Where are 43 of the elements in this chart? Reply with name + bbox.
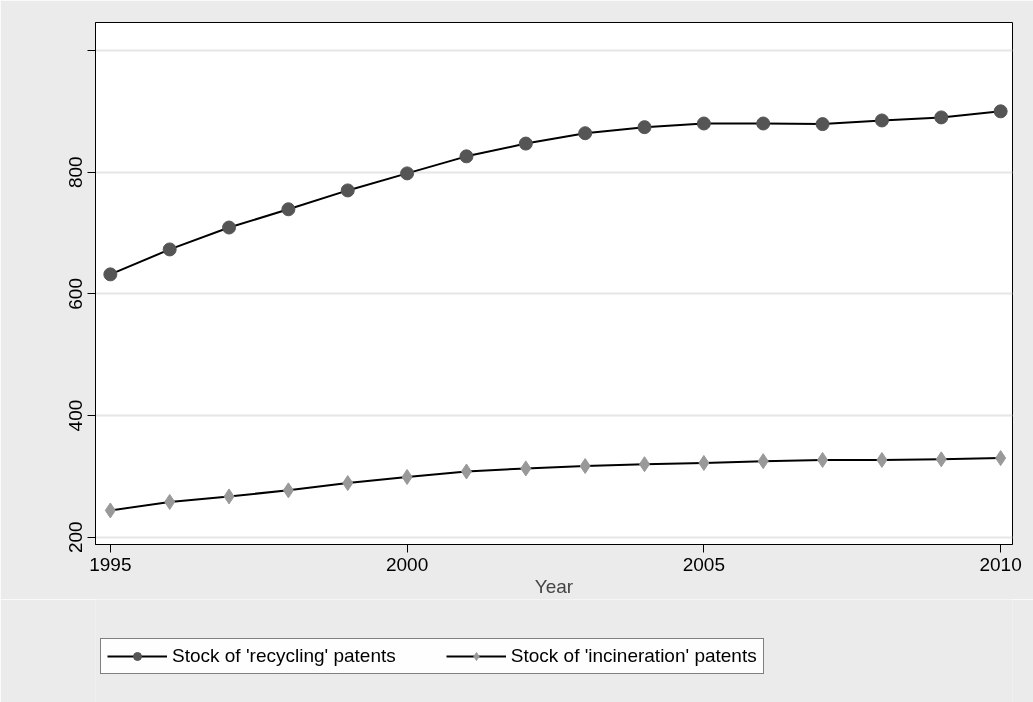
point bbox=[281, 202, 296, 217]
point bbox=[282, 482, 294, 499]
point bbox=[637, 120, 652, 135]
point bbox=[103, 267, 118, 282]
y-tick-label: 800 bbox=[65, 156, 87, 189]
point bbox=[815, 117, 830, 132]
point bbox=[340, 183, 355, 198]
point bbox=[459, 149, 474, 164]
point bbox=[518, 136, 533, 151]
point bbox=[223, 488, 235, 505]
point bbox=[578, 126, 593, 141]
x-tick-label: 1995 bbox=[89, 553, 132, 575]
y-tick-label: 400 bbox=[65, 399, 87, 432]
point bbox=[995, 450, 1007, 467]
x-tick-label: 2010 bbox=[979, 553, 1022, 575]
point bbox=[400, 166, 415, 181]
point bbox=[698, 454, 710, 471]
point bbox=[222, 220, 237, 235]
point bbox=[935, 451, 947, 468]
x-tick-label: 2000 bbox=[385, 553, 429, 575]
point bbox=[639, 456, 651, 473]
point bbox=[401, 468, 413, 485]
point bbox=[817, 451, 829, 468]
point bbox=[579, 458, 591, 475]
point bbox=[342, 475, 354, 492]
point bbox=[876, 451, 888, 468]
x-tick-label: 2005 bbox=[682, 553, 726, 575]
legend-label: Stock of 'incineration' patents bbox=[510, 645, 757, 667]
point bbox=[993, 104, 1008, 119]
point bbox=[756, 116, 771, 131]
point bbox=[162, 242, 177, 257]
x-axis-title: Year bbox=[534, 575, 574, 597]
y-tick-label: 600 bbox=[65, 277, 87, 310]
point bbox=[164, 493, 176, 510]
point bbox=[104, 502, 116, 519]
point bbox=[460, 463, 472, 480]
legend-label: Stock of 'recycling' patents bbox=[172, 645, 396, 667]
point bbox=[874, 113, 889, 128]
point bbox=[934, 110, 949, 125]
point bbox=[757, 453, 769, 470]
point bbox=[696, 116, 711, 131]
point bbox=[520, 460, 532, 477]
y-tick-label: 200 bbox=[65, 521, 87, 554]
